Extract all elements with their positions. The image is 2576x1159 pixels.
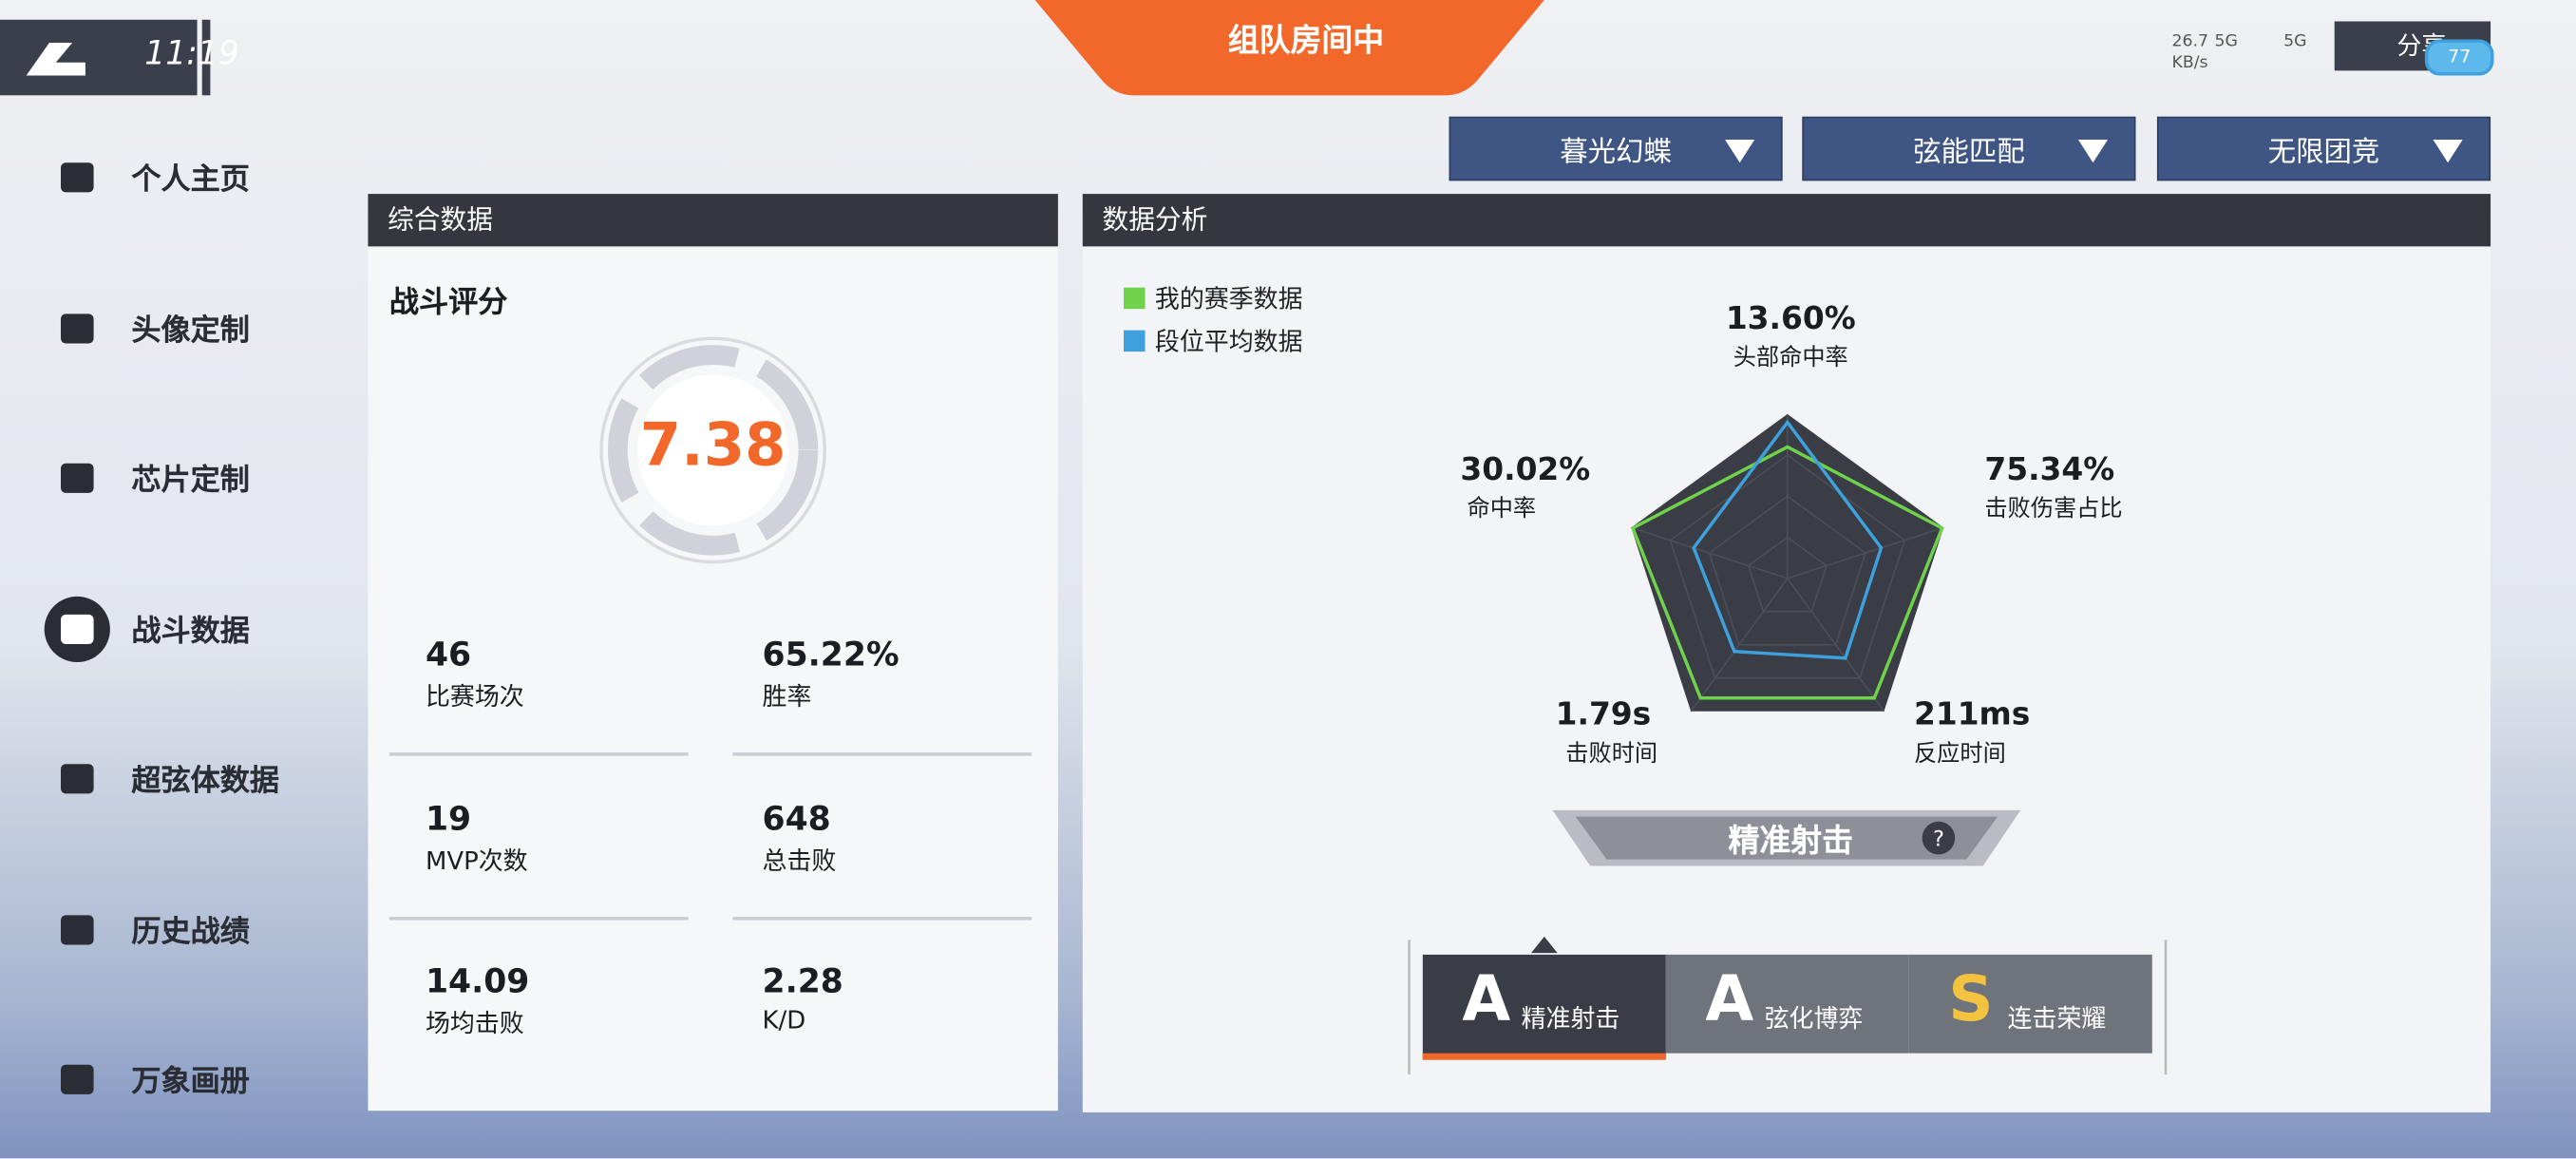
tier-name: 精准射击	[1521, 1003, 1620, 1034]
sidebar-item[interactable]: 头像定制	[49, 294, 362, 360]
sidebar-item[interactable]: 万象画册	[49, 1047, 362, 1112]
sidebar-icon	[44, 595, 110, 662]
panel-header: 数据分析	[1082, 194, 2491, 247]
sidebar-label: 历史战绩	[131, 914, 250, 949]
sidebar-icon	[49, 300, 105, 356]
stat-value: 14.09	[425, 960, 530, 1001]
separator	[732, 916, 1032, 920]
clock: 11:19	[144, 32, 239, 73]
sidebar-item[interactable]: 个人主页	[49, 144, 362, 210]
tier-tab[interactable]	[1422, 954, 1666, 1060]
tier-tab[interactable]	[1908, 954, 2152, 1054]
tier-grade: S	[1948, 962, 1994, 1036]
stat-label: 场均击败	[425, 1008, 524, 1039]
signal: 5G	[2214, 32, 2238, 51]
banner-title: 组队房间中	[1227, 23, 1385, 60]
back-icon	[26, 42, 85, 76]
sidebar-icon	[49, 1052, 105, 1108]
sidebar-label: 战斗数据	[131, 614, 250, 649]
signal: 5G	[2283, 32, 2307, 51]
axis-value: 211ms	[1914, 695, 2030, 732]
sidebar-icon	[49, 750, 105, 807]
score-value: 7.38	[639, 412, 786, 481]
sidebar-item[interactable]: 历史战绩	[49, 896, 362, 961]
filter-dropdown[interactable]: 暮光幻蝶	[1449, 116, 1783, 181]
tier-grade: A	[1462, 962, 1511, 1036]
stat-value: 19	[425, 797, 472, 838]
stat-label: 胜率	[762, 681, 812, 712]
legend-swatch	[1124, 330, 1146, 352]
axis-label: 命中率	[1468, 495, 1537, 522]
separator	[388, 916, 689, 920]
separator	[732, 752, 1032, 756]
axis-value: 30.02%	[1460, 450, 1590, 487]
stat-value: 65.22%	[762, 634, 900, 674]
tier-name: 连击荣耀	[2007, 1003, 2107, 1034]
tier-tab[interactable]	[1665, 954, 1909, 1054]
radar-spoke	[1787, 578, 1885, 712]
radar-ring	[1708, 495, 1867, 646]
sidebar-label: 头像定制	[131, 313, 250, 348]
axis-label: 击败时间	[1565, 740, 1657, 767]
banner-shape	[1034, 0, 1544, 96]
axis-label: 头部命中率	[1733, 344, 1848, 370]
legend-label: 我的赛季数据	[1155, 285, 1303, 314]
score-label: 战斗评分	[388, 285, 508, 321]
tier-name: 弦化博弈	[1764, 1003, 1864, 1034]
stat-value: 2.28	[762, 960, 843, 1001]
divider	[201, 19, 211, 96]
stat-value: 46	[425, 634, 472, 674]
stat-label: MVP次数	[425, 845, 528, 876]
axis-label: 击败伤害占比	[1984, 495, 2122, 522]
sidebar-label: 芯片定制	[131, 463, 250, 499]
legend-label: 段位平均数据	[1155, 328, 1303, 356]
tier-frame	[1408, 936, 2168, 1075]
axis-label: 反应时间	[1914, 740, 2006, 767]
axis-value: 13.60%	[1726, 299, 1856, 336]
overview-panel: 战斗评分 7.38 46 比赛场次 65.22% 胜率 19 MVP次数 648 总击败 14.…	[368, 246, 1058, 1112]
radar-spoke	[1690, 578, 1789, 712]
net-unit: KB/s	[2171, 54, 2208, 73]
net-speed: 26.7	[2171, 32, 2209, 51]
stat-label: 总击败	[762, 845, 837, 876]
sidebar-item[interactable]: 战斗数据	[44, 595, 362, 662]
radar-ring	[1747, 536, 1828, 613]
sidebar-icon	[49, 902, 105, 958]
back-button[interactable]	[0, 19, 198, 96]
radar-spoke	[1631, 526, 1789, 580]
score-ring	[599, 336, 826, 564]
battery: 77	[2424, 39, 2494, 76]
badge-shape: ?	[1552, 809, 2021, 866]
panel-header: 综合数据	[368, 194, 1058, 247]
sidebar-item[interactable]: 超弦体数据	[49, 746, 362, 811]
filter-dropdown[interactable]: 无限团竞	[2156, 116, 2491, 181]
stat-value: 648	[762, 797, 831, 838]
sidebar-label: 万象画册	[131, 1064, 250, 1100]
radar-spoke	[1787, 526, 1944, 580]
sidebar-icon	[49, 149, 105, 205]
legend-swatch	[1124, 287, 1146, 310]
sidebar-label: 超弦体数据	[131, 764, 280, 799]
sidebar-label: 个人主页	[131, 162, 250, 198]
sidebar-item[interactable]: 芯片定制	[49, 446, 362, 511]
stat-label: 比赛场次	[425, 681, 524, 712]
filter-dropdown[interactable]: 弦能匹配	[1802, 116, 2136, 181]
radar-ring	[1669, 454, 1906, 679]
style-badge: 精准射击	[1728, 823, 1853, 860]
svg-text:?: ?	[1933, 827, 1944, 852]
radar-series	[1630, 445, 1944, 700]
radar-series	[1692, 419, 1884, 660]
separator	[388, 752, 689, 756]
axis-value: 75.34%	[1984, 450, 2114, 487]
axis-value: 1.79s	[1556, 695, 1652, 732]
sidebar-icon	[49, 450, 105, 506]
tier-grade: A	[1705, 962, 1754, 1036]
stat-label: K/D	[762, 1005, 806, 1036]
